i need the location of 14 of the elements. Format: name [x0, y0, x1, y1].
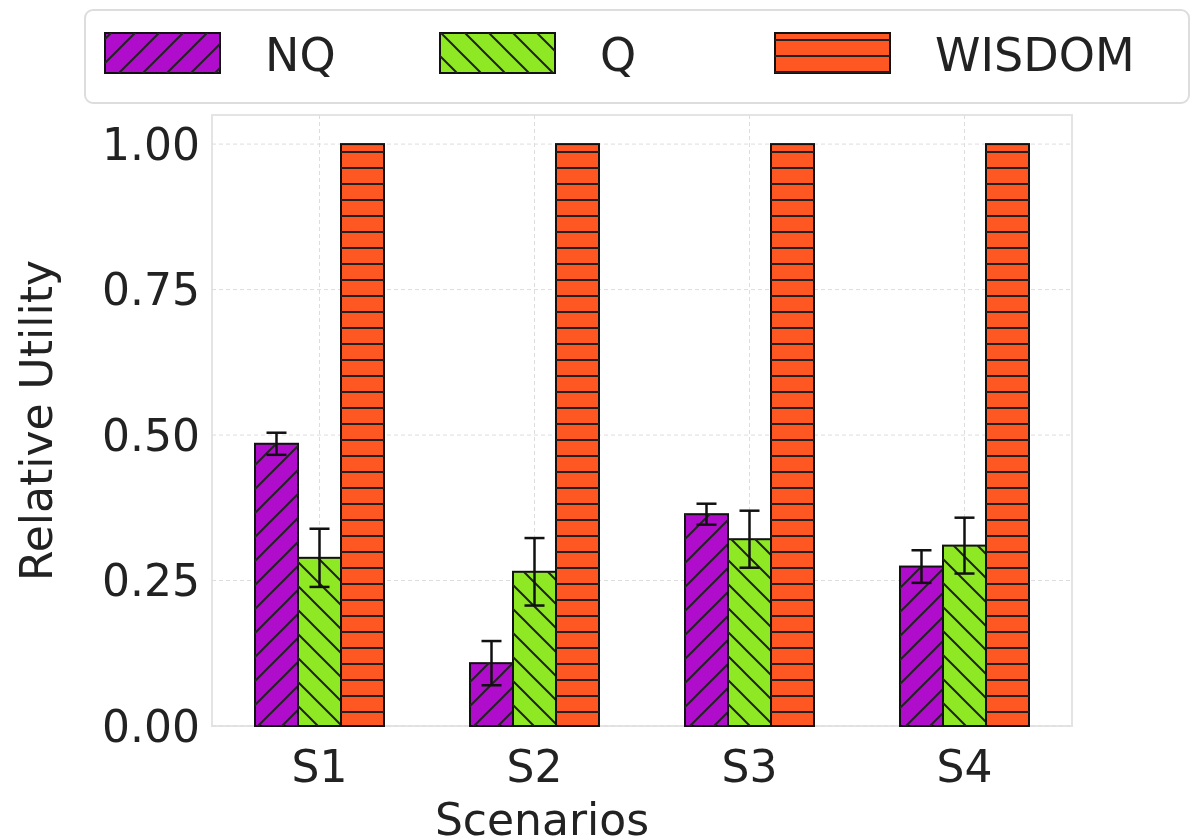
y-tick-label: 0.25: [102, 555, 200, 607]
x-axis-title: Scenarios: [434, 794, 650, 840]
y-axis-title: Relative Utility: [11, 260, 62, 581]
y-tick-label: 1.00: [102, 118, 200, 170]
legend-label: WISDOM: [935, 28, 1135, 82]
x-tick-label: S4: [936, 740, 993, 792]
x-tick-label: S1: [291, 740, 348, 792]
legend-label: Q: [600, 28, 637, 82]
y-tick-label: 0.75: [102, 264, 200, 316]
legend-label: NQ: [265, 28, 336, 82]
y-tick-label: 0.50: [102, 409, 200, 461]
y-tick-label: 0.00: [102, 700, 200, 752]
x-tick-label: S2: [506, 740, 563, 792]
x-tick-label: S3: [721, 740, 778, 792]
